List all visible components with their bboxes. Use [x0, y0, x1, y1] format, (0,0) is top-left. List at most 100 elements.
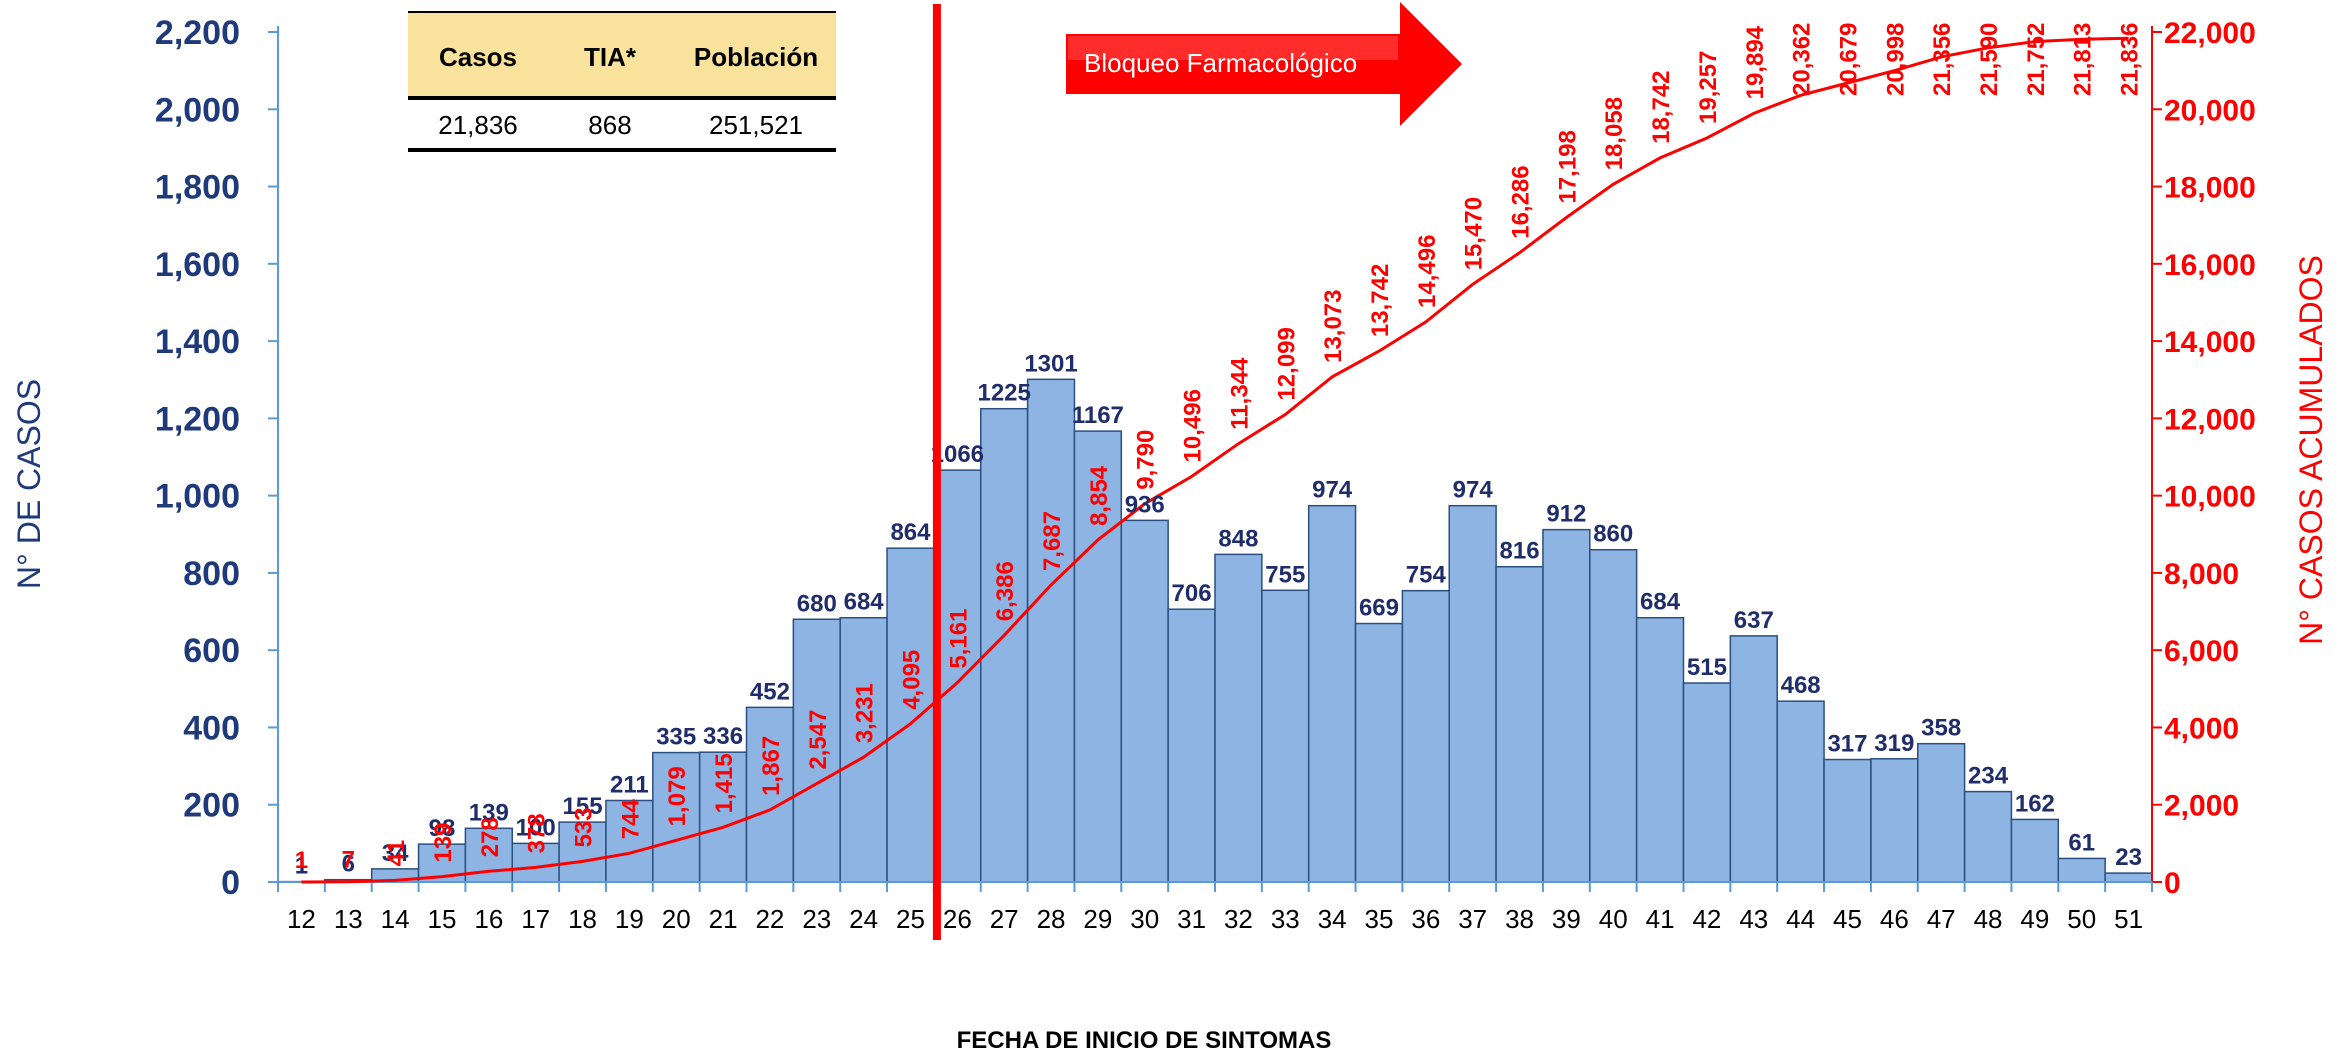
bar-35 [1354, 622, 1404, 883]
bar-40 [1589, 548, 1638, 883]
bar-20 [652, 751, 701, 883]
x-tick-label-16: 16 [474, 904, 503, 934]
summary-header-tia: TIA* [584, 42, 637, 72]
x-tick-label-48: 48 [1974, 904, 2003, 934]
left-tick-label: 2,200 [155, 14, 240, 52]
right-axis-title: N° CASOS ACUMULADOS [2293, 255, 2329, 645]
bar-value-label-35: 669 [1359, 595, 1399, 622]
bar-value-label-38: 816 [1500, 538, 1540, 565]
x-tick-label-39: 39 [1552, 904, 1581, 934]
x-tick-label-28: 28 [1037, 904, 1066, 934]
bar-value-label-17: 100 [516, 814, 556, 841]
x-tick-label-34: 34 [1318, 904, 1347, 934]
bar-33 [1261, 589, 1310, 883]
x-tick-label-45: 45 [1833, 904, 1862, 934]
cumulative-value-label-17: 378 [524, 813, 551, 853]
summary-value-casos: 21,836 [438, 110, 518, 140]
cumulative-value-label-35: 13,742 [1367, 264, 1394, 337]
right-tick-label: 0 [2164, 867, 2181, 900]
right-tick-label: 20,000 [2164, 94, 2256, 127]
right-tick-label: 22,000 [2164, 17, 2256, 50]
bar-46 [1870, 758, 1919, 883]
bar-51 [2104, 872, 2153, 883]
right-tick-label: 4,000 [2164, 712, 2239, 745]
bar-value-label-45: 317 [1827, 731, 1867, 758]
x-tick-label-37: 37 [1458, 904, 1487, 934]
summary-header-poblacion: Población [694, 42, 818, 72]
right-tick-label: 12,000 [2164, 403, 2256, 436]
bar-28 [1026, 378, 1076, 883]
cumulative-value-label-23: 2,547 [805, 710, 832, 770]
summary-table-header-bg [408, 12, 836, 98]
right-tick-label: 10,000 [2164, 481, 2256, 514]
cumulative-value-label-25: 4,095 [898, 650, 925, 710]
cumulative-value-label-12: 1 [295, 847, 308, 874]
bar-value-label-33: 755 [1265, 561, 1305, 588]
bar-value-label-20: 335 [656, 724, 696, 751]
x-tick-label-21: 21 [709, 904, 738, 934]
cumulative-value-label-28: 7,687 [1039, 511, 1066, 571]
x-tick-label-20: 20 [662, 904, 691, 934]
cumulative-value-label-31: 10,496 [1180, 389, 1207, 462]
arrow-label: Bloqueo Farmacológico [1084, 48, 1357, 78]
bar-value-label-46: 319 [1874, 730, 1914, 757]
cumulative-line [301, 36, 2129, 884]
left-tick-label: 400 [183, 709, 240, 747]
left-axis-title: N° DE CASOS [11, 379, 47, 589]
bar-27 [980, 407, 1029, 883]
cumulative-value-label-46: 20,998 [1882, 23, 1909, 96]
bar-value-label-29: 1167 [1072, 402, 1124, 429]
x-tick-label-51: 51 [2114, 904, 2143, 934]
x-tick-label-18: 18 [568, 904, 597, 934]
cumulative-value-label-16: 278 [477, 817, 504, 857]
bar-34 [1307, 504, 1357, 883]
cumulative-line-group [301, 36, 2129, 884]
bar-value-label-39: 912 [1546, 501, 1586, 528]
bar-value-label-14: 34 [382, 840, 409, 867]
x-tick-label-24: 24 [849, 904, 878, 934]
bar-value-label-32: 848 [1218, 525, 1258, 552]
bar-value-label-15: 98 [429, 815, 456, 842]
x-tick-label-38: 38 [1505, 904, 1534, 934]
left-tick-label: 1,000 [155, 478, 240, 516]
left-tick-label: 200 [183, 787, 240, 825]
x-tick-label-31: 31 [1177, 904, 1206, 934]
summary-value-poblacion: 251,521 [709, 110, 803, 140]
cumulative-value-label-26: 5,161 [945, 609, 972, 669]
cumulative-value-label-50: 21,813 [2070, 23, 2097, 96]
bar-49 [2010, 818, 2060, 883]
cumulative-value-label-51: 21,836 [2117, 23, 2144, 96]
cumulative-value-label-34: 13,073 [1320, 290, 1347, 363]
right-tick-label: 14,000 [2164, 326, 2256, 359]
x-tick-label-15: 15 [428, 904, 457, 934]
bar-value-label-47: 358 [1921, 715, 1961, 742]
cumulative-value-label-49: 21,752 [2023, 23, 2050, 96]
bar-value-label-30: 936 [1125, 491, 1165, 518]
x-tick-label-26: 26 [943, 904, 972, 934]
left-tick-label: 600 [183, 632, 240, 670]
x-tick-label-29: 29 [1083, 904, 1112, 934]
bar-value-label-42: 515 [1687, 654, 1727, 681]
x-tick-label-25: 25 [896, 904, 925, 934]
bar-47 [1917, 742, 1966, 883]
bar-42 [1682, 682, 1732, 883]
bar-value-label-25: 864 [890, 519, 931, 546]
bar-value-label-23: 680 [797, 590, 837, 617]
cumulative-value-label-29: 8,854 [1086, 465, 1113, 526]
x-tick-label-47: 47 [1927, 904, 1956, 934]
bar-48 [1963, 790, 2013, 883]
cumulative-value-label-18: 533 [571, 807, 598, 847]
x-tick-label-43: 43 [1739, 904, 1768, 934]
left-tick-label: 2,000 [155, 91, 240, 129]
cumulative-value-label-43: 19,894 [1742, 25, 1769, 99]
bar-32 [1214, 553, 1263, 883]
cumulative-value-label-27: 6,386 [992, 561, 1019, 621]
x-tick-label-50: 50 [2067, 904, 2096, 934]
arrow-shape [1066, 2, 1462, 126]
cumulative-value-label-39: 17,198 [1554, 130, 1581, 203]
x-tick-label-42: 42 [1692, 904, 1721, 934]
bar-value-label-50: 61 [2068, 829, 2095, 856]
right-tick-label: 16,000 [2164, 249, 2256, 282]
cumulative-value-label-41: 18,742 [1648, 70, 1675, 143]
cumulative-value-label-22: 1,867 [758, 736, 785, 796]
